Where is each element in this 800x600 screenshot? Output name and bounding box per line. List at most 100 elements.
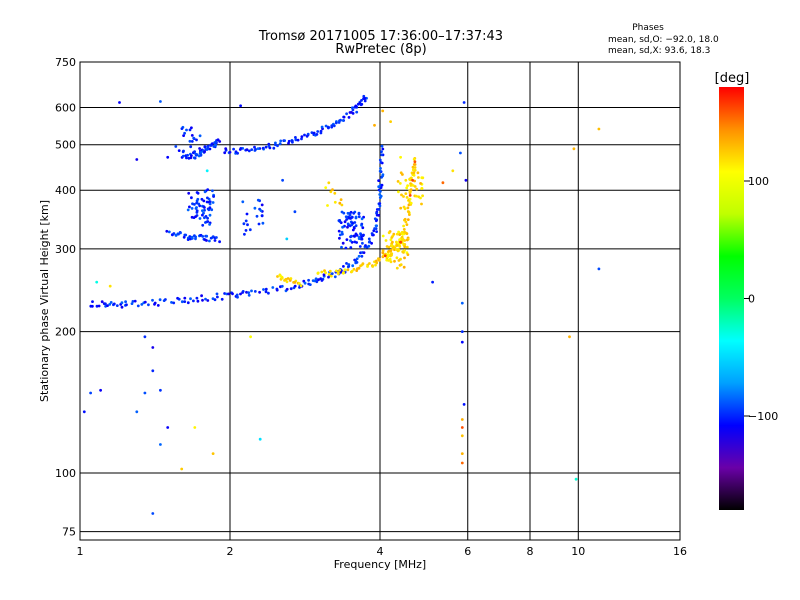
data-point bbox=[199, 153, 203, 157]
data-point bbox=[220, 297, 224, 301]
data-point bbox=[275, 287, 279, 291]
data-point bbox=[368, 262, 371, 265]
data-point bbox=[354, 104, 358, 108]
data-point bbox=[419, 196, 422, 200]
data-point bbox=[280, 284, 284, 288]
data-point bbox=[341, 119, 345, 122]
data-point bbox=[415, 187, 419, 191]
data-point bbox=[398, 238, 401, 242]
data-point bbox=[115, 304, 119, 307]
data-point bbox=[241, 290, 245, 293]
data-point bbox=[460, 426, 464, 429]
data-point bbox=[399, 171, 403, 175]
data-point bbox=[371, 265, 375, 268]
data-point bbox=[213, 298, 217, 302]
data-point bbox=[231, 292, 234, 296]
data-point bbox=[208, 206, 212, 210]
data-point bbox=[206, 147, 210, 151]
data-point bbox=[104, 302, 107, 306]
data-point bbox=[211, 201, 215, 204]
data-point bbox=[363, 97, 367, 100]
data-point bbox=[294, 136, 297, 139]
data-point bbox=[380, 153, 383, 157]
data-point bbox=[460, 330, 464, 333]
data-point bbox=[324, 186, 328, 190]
data-point bbox=[355, 257, 359, 261]
data-point bbox=[378, 204, 382, 208]
data-point bbox=[307, 278, 310, 282]
data-point bbox=[338, 236, 341, 240]
data-point bbox=[174, 233, 178, 237]
data-point bbox=[211, 452, 215, 455]
data-point bbox=[195, 296, 199, 300]
data-point bbox=[159, 100, 162, 103]
data-point bbox=[408, 197, 412, 201]
data-point bbox=[192, 216, 196, 220]
data-point bbox=[357, 215, 361, 219]
data-point bbox=[405, 245, 409, 249]
data-point bbox=[241, 200, 245, 204]
data-point bbox=[389, 260, 393, 264]
data-point bbox=[383, 254, 387, 258]
data-point bbox=[208, 147, 212, 151]
data-point bbox=[190, 235, 194, 239]
data-point bbox=[403, 245, 407, 249]
data-point bbox=[378, 158, 382, 162]
data-point bbox=[228, 150, 232, 154]
data-point bbox=[185, 156, 188, 160]
data-point bbox=[366, 265, 369, 268]
data-point bbox=[216, 295, 219, 299]
data-point bbox=[339, 270, 343, 274]
data-point bbox=[197, 202, 201, 206]
data-point bbox=[329, 190, 333, 194]
data-point bbox=[303, 281, 307, 285]
data-point bbox=[118, 101, 121, 104]
data-point bbox=[347, 263, 351, 266]
y-tick-label: 300 bbox=[55, 243, 76, 256]
data-point bbox=[297, 282, 301, 285]
data-point bbox=[419, 182, 422, 185]
plot-grid bbox=[80, 62, 680, 540]
data-point bbox=[188, 128, 192, 132]
data-point bbox=[198, 134, 202, 138]
data-point bbox=[201, 223, 205, 227]
data-point bbox=[130, 302, 134, 305]
data-point bbox=[400, 230, 404, 234]
data-point bbox=[393, 259, 396, 263]
data-point bbox=[402, 195, 405, 198]
data-point bbox=[235, 293, 239, 297]
data-point bbox=[208, 239, 211, 243]
data-point bbox=[399, 263, 403, 267]
data-point bbox=[387, 253, 390, 256]
data-point bbox=[350, 111, 353, 114]
data-point bbox=[193, 203, 196, 206]
data-point bbox=[195, 138, 198, 142]
data-point bbox=[360, 237, 364, 241]
data-point bbox=[193, 426, 197, 429]
data-point bbox=[338, 233, 342, 237]
data-point bbox=[344, 215, 348, 219]
data-point bbox=[360, 99, 363, 102]
data-point bbox=[108, 303, 112, 306]
data-point bbox=[190, 140, 194, 143]
data-point bbox=[367, 240, 371, 244]
data-point bbox=[332, 124, 336, 128]
data-point bbox=[100, 300, 104, 304]
data-point bbox=[417, 176, 420, 179]
data-point bbox=[306, 132, 310, 136]
data-point bbox=[195, 209, 199, 213]
data-point bbox=[395, 232, 399, 236]
data-point bbox=[346, 211, 350, 215]
colorbar bbox=[719, 87, 744, 510]
data-point bbox=[350, 269, 354, 273]
data-point bbox=[278, 142, 282, 146]
data-point bbox=[192, 299, 195, 303]
data-point bbox=[353, 221, 357, 224]
data-point bbox=[147, 303, 150, 307]
x-tick-label: 1 bbox=[77, 545, 84, 558]
data-point bbox=[310, 131, 314, 135]
data-point bbox=[206, 216, 210, 220]
data-point bbox=[200, 294, 204, 298]
data-point bbox=[196, 299, 200, 303]
data-point bbox=[187, 191, 191, 195]
